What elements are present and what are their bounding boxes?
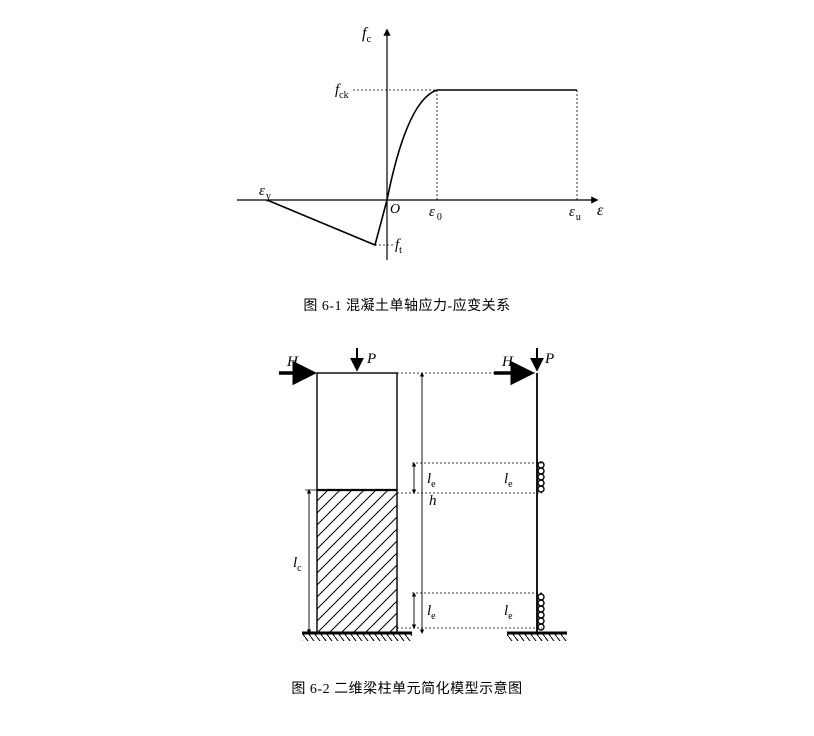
- compression-curve: [387, 90, 577, 200]
- origin-label: O: [390, 202, 400, 217]
- le-lower-center-label: le: [427, 603, 436, 622]
- le-upper-center-label: le: [427, 471, 436, 490]
- eps0-label: ε0: [429, 204, 442, 223]
- figure-6-2: H P lc h le le H P: [197, 333, 617, 668]
- figure-6-2-caption: 图 6-2 二维梁柱单元简化模型示意图: [291, 678, 522, 698]
- left-H-label: H: [286, 354, 299, 370]
- epsy-label: εy: [259, 183, 271, 202]
- right-H-label: H: [501, 354, 514, 370]
- fck-label: fck: [335, 82, 349, 101]
- column-hatched: [317, 490, 397, 633]
- figure-6-1: fc ε O fck ε0 εu ft εy: [197, 20, 617, 285]
- left-ground-hatch: [302, 634, 412, 641]
- lower-spring: [538, 594, 544, 630]
- le-lower-right-label: le: [504, 603, 513, 622]
- lc-label: lc: [293, 555, 302, 574]
- y-axis-label: fc: [362, 25, 371, 45]
- upper-spring: [538, 462, 544, 492]
- le-upper-right-label: le: [504, 471, 513, 490]
- figure-6-1-caption: 图 6-1 混凝土单轴应力-应变关系: [303, 295, 510, 315]
- left-P-label: P: [366, 351, 376, 367]
- h-label: h: [429, 493, 437, 509]
- ft-label: ft: [395, 237, 402, 256]
- right-ground-hatch: [507, 634, 567, 641]
- tension-curve: [267, 200, 387, 245]
- right-P-label: P: [544, 351, 554, 367]
- x-axis-label: ε: [597, 202, 604, 219]
- epsu-label: εu: [569, 204, 581, 223]
